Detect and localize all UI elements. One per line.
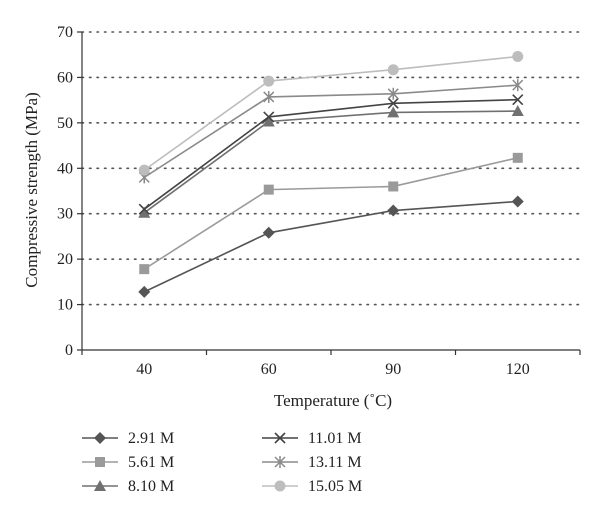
- series-15-05-m: [138, 51, 524, 176]
- data-point: [263, 75, 275, 87]
- y-tick-label: 70: [57, 24, 73, 41]
- y-tick-label: 20: [57, 251, 73, 268]
- x-axis-title: Temperature (˚C): [274, 391, 392, 410]
- grid-lines: [81, 31, 581, 306]
- y-tick-label: 60: [57, 69, 73, 86]
- legend-label: 13.11 M: [308, 454, 362, 471]
- legend-item: 11.01 M: [262, 430, 362, 447]
- data-point: [138, 285, 151, 298]
- legend-item: 8.10 M: [82, 478, 174, 495]
- data-point: [512, 51, 524, 63]
- series-8-10-m: [138, 105, 524, 218]
- data-point: [512, 94, 524, 106]
- data-point: [387, 106, 400, 118]
- legend-marker: [94, 480, 106, 491]
- x-tick-label: 120: [506, 361, 530, 378]
- legend-label: 8.10 M: [128, 478, 174, 495]
- data-point: [512, 152, 523, 163]
- y-tick-label: 40: [57, 160, 73, 177]
- data-point: [387, 64, 399, 76]
- legend-marker: [274, 480, 286, 492]
- data-point: [263, 184, 274, 195]
- legend-label: 2.91 M: [128, 430, 174, 447]
- legend-marker: [274, 432, 286, 444]
- x-tick-label: 40: [136, 361, 152, 378]
- series-line: [143, 110, 518, 214]
- series-line: [143, 200, 518, 293]
- series-2-91-m: [138, 195, 524, 298]
- data-point: [388, 181, 399, 192]
- legend: 2.91 M 5.61 M 8.10 M 11.01 M 13.11 M 15.05 M: [82, 430, 362, 495]
- series-5-61-m: [139, 152, 523, 275]
- legend-item: 15.05 M: [262, 478, 362, 495]
- legend-item: 13.11 M: [262, 454, 362, 471]
- series-line: [143, 55, 518, 171]
- y-tick-label: 30: [57, 206, 73, 223]
- legend-item: 5.61 M: [82, 454, 174, 471]
- data-point: [139, 264, 150, 275]
- x-tick-label: 90: [385, 361, 401, 378]
- series-11-01-m: [138, 94, 524, 215]
- axes: [77, 31, 581, 355]
- y-tick-label: 0: [65, 342, 73, 359]
- data-point: [511, 105, 524, 117]
- data-point: [387, 204, 400, 217]
- series-13-11-m: [138, 79, 524, 184]
- data-point: [138, 164, 150, 176]
- series-line: [143, 157, 518, 270]
- series-group: [138, 51, 524, 298]
- legend-marker: [94, 432, 106, 444]
- data-point: [511, 195, 524, 208]
- data-point: [138, 206, 151, 218]
- y-axis-title: Compressive strength (MPa): [22, 92, 41, 287]
- legend-label: 5.61 M: [128, 454, 174, 471]
- data-point: [387, 97, 399, 109]
- data-point: [387, 87, 399, 100]
- data-point: [262, 226, 275, 239]
- series-line: [143, 84, 518, 179]
- series-line: [143, 98, 518, 210]
- data-point: [263, 90, 275, 103]
- tick-labels: 0 10 20 30 40 50 60 70 40 60 90 120: [57, 24, 530, 378]
- data-point: [263, 111, 275, 123]
- data-point: [138, 203, 150, 215]
- legend-label: 11.01 M: [308, 430, 362, 447]
- data-point: [262, 115, 275, 127]
- y-tick-label: 50: [57, 115, 73, 132]
- y-tick-label: 10: [57, 297, 73, 314]
- legend-item: 2.91 M: [82, 430, 174, 447]
- legend-label: 15.05 M: [308, 478, 362, 495]
- x-tick-label: 60: [261, 361, 277, 378]
- legend-marker: [274, 456, 286, 468]
- legend-marker: [95, 457, 105, 467]
- data-point: [512, 79, 524, 92]
